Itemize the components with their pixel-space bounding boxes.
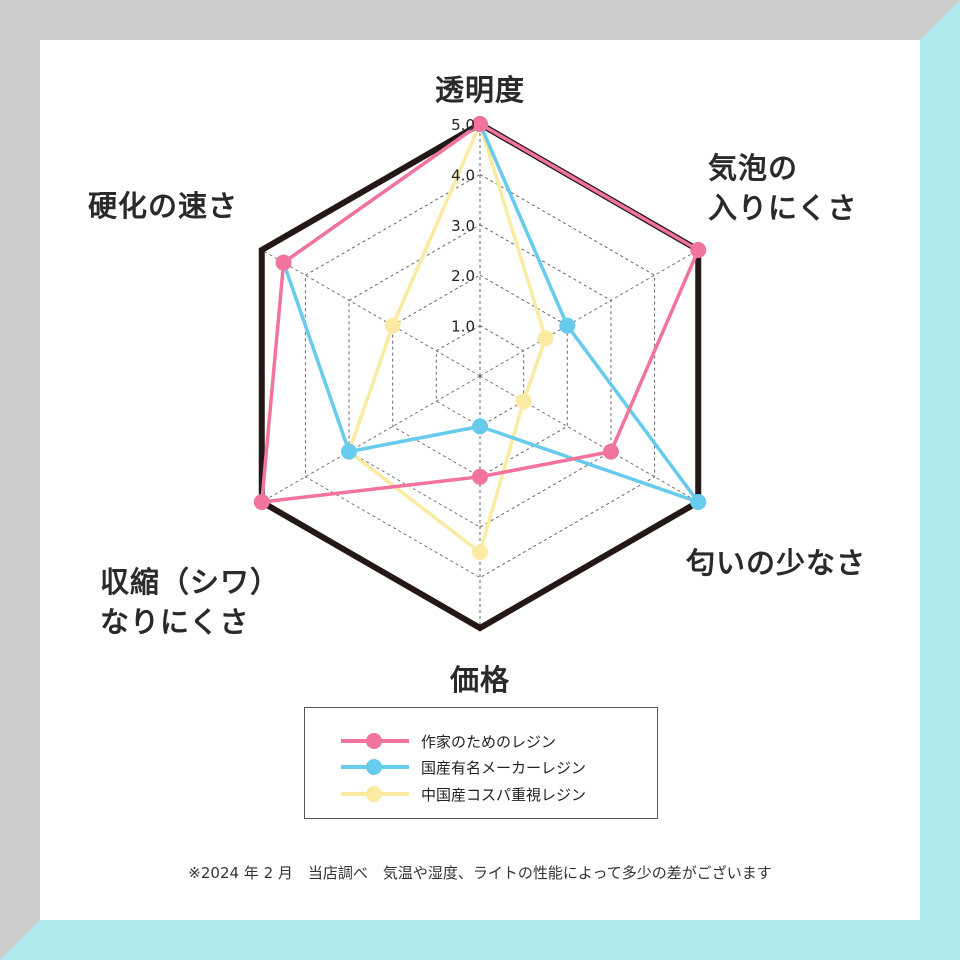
grid-spoke-5 <box>261 249 481 377</box>
legend-label: 国産有名メーカーレジン <box>421 758 587 777</box>
legend-label: 中国産コスパ重視レジン <box>421 785 587 804</box>
axis-label-transparency: 透明度 <box>434 73 525 107</box>
grid-spoke-1 <box>479 249 699 377</box>
data-point <box>690 494 707 510</box>
footnote: ※2024 年 2 月 当店調べ 気温や湿度、ライトの性能によって多少の差がござ… <box>188 864 772 882</box>
tick-label: 1.0 <box>451 318 475 336</box>
data-point <box>341 443 358 460</box>
tick-label: 4.0 <box>451 166 475 184</box>
tick-label: 3.0 <box>451 217 475 235</box>
data-point <box>472 418 488 435</box>
data-point <box>472 116 488 132</box>
grid-spoke-2 <box>479 375 699 503</box>
data-point <box>690 242 707 258</box>
legend: 作家のためのレジン 国産有名メーカーレジン 中国産コスパ重視レジン <box>304 707 658 819</box>
series-1-points <box>275 116 707 510</box>
axis-label-bubble-resistance: 気泡の 入りにくさ <box>708 151 858 225</box>
legend-label: 作家のためのレジン <box>421 732 557 751</box>
data-point <box>472 468 488 485</box>
legend-swatch <box>341 752 409 782</box>
legend-item-chinese-resin: 中国産コスパ重視レジン <box>341 779 586 809</box>
axis-label-shrink-resistance: 収縮（シワ） なりにくさ <box>100 565 281 639</box>
data-point <box>253 494 270 510</box>
radar-tick-labels: 1.0 2.0 3.0 4.0 5.0 <box>451 116 475 336</box>
data-point <box>384 317 401 334</box>
axis-label-price: 価格 <box>449 663 510 697</box>
data-point <box>472 544 488 561</box>
tick-label: 2.0 <box>451 267 475 285</box>
tick-label: 5.0 <box>451 116 475 134</box>
data-point <box>559 317 576 334</box>
data-point <box>515 393 532 410</box>
axis-label-low-odor: 匂いの少なさ <box>686 546 867 580</box>
grid-spoke-4 <box>261 375 481 503</box>
legend-swatch <box>341 726 409 756</box>
data-point <box>275 254 292 271</box>
legend-item-domestic-resin: 国産有名メーカーレジン <box>341 752 586 782</box>
data-point <box>537 330 554 347</box>
series-0-points <box>253 116 707 510</box>
legend-swatch <box>341 779 409 809</box>
data-point <box>602 443 619 460</box>
axis-label-curing-speed: 硬化の速さ <box>88 189 239 223</box>
legend-item-artist-resin: 作家のためのレジン <box>341 726 556 756</box>
radar-series <box>253 116 707 561</box>
